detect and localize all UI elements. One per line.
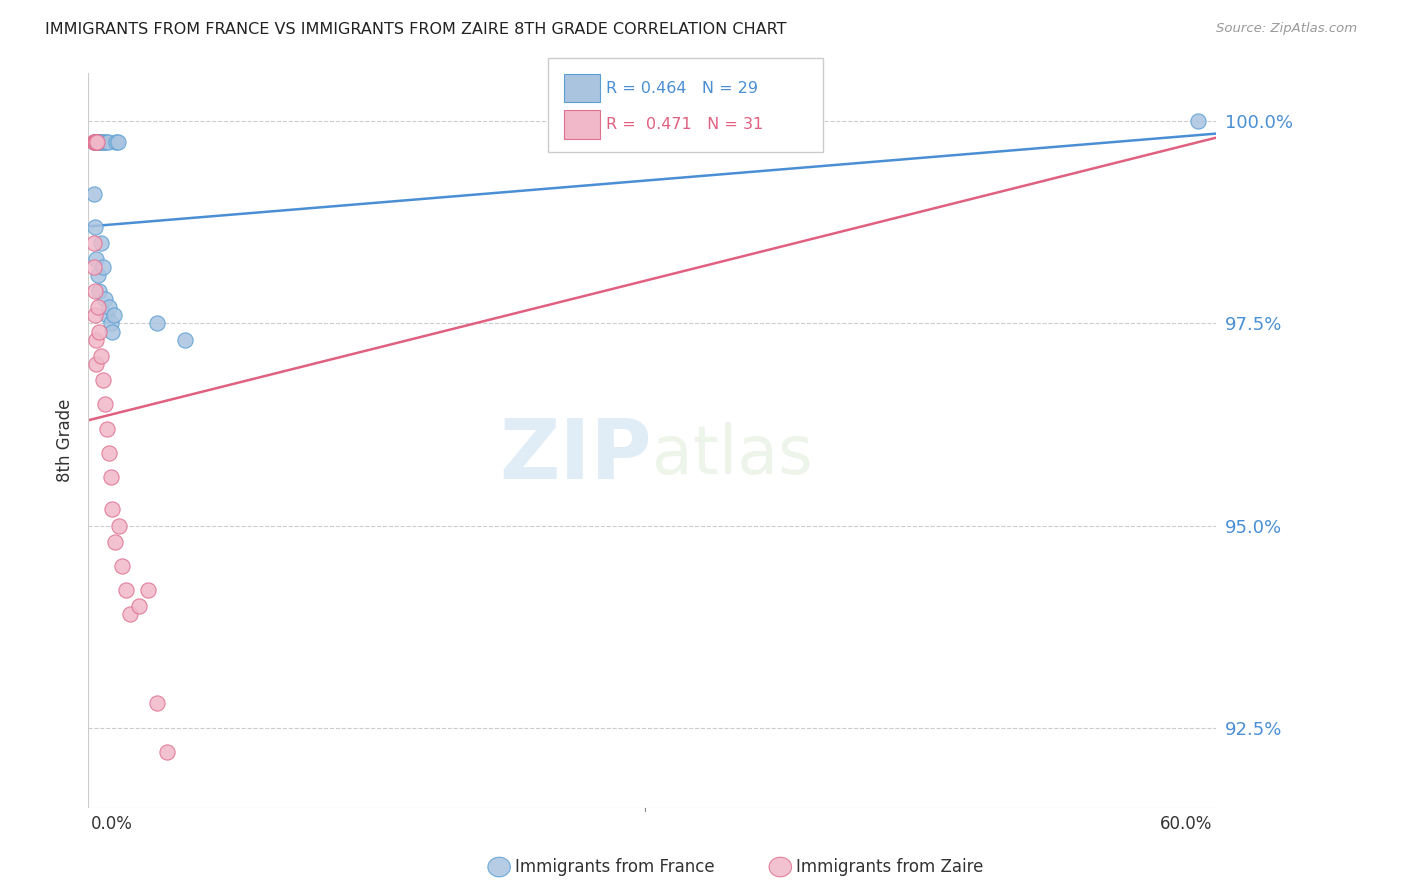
- Point: [94, 397, 117, 411]
- Point: [93, 135, 115, 149]
- Point: [86, 135, 108, 149]
- Point: [97, 135, 120, 149]
- Point: [89, 284, 111, 298]
- Text: IMMIGRANTS FROM FRANCE VS IMMIGRANTS FROM ZAIRE 8TH GRADE CORRELATION CHART: IMMIGRANTS FROM FRANCE VS IMMIGRANTS FRO…: [45, 22, 786, 37]
- Point: [100, 470, 122, 484]
- Point: [86, 135, 108, 149]
- Point: [91, 373, 114, 387]
- Text: 0.0%: 0.0%: [91, 814, 134, 833]
- Point: [100, 317, 122, 331]
- Point: [89, 135, 111, 149]
- Point: [86, 135, 108, 149]
- Point: [91, 260, 114, 274]
- Point: [107, 135, 129, 149]
- Point: [101, 502, 124, 516]
- Point: [96, 421, 118, 435]
- Point: [91, 135, 114, 149]
- Point: [86, 301, 108, 315]
- Point: [104, 534, 127, 549]
- Point: [83, 260, 105, 274]
- Point: [97, 446, 120, 460]
- Point: [83, 187, 105, 202]
- Point: [90, 349, 112, 363]
- Text: 8th Grade: 8th Grade: [56, 399, 75, 483]
- Point: [87, 135, 110, 149]
- Point: [86, 135, 108, 149]
- Point: [103, 309, 125, 323]
- Point: [89, 325, 111, 339]
- Point: [83, 135, 105, 149]
- Text: atlas: atlas: [652, 423, 813, 489]
- Text: Source: ZipAtlas.com: Source: ZipAtlas.com: [1216, 22, 1357, 36]
- Point: [83, 135, 105, 149]
- Text: Immigrants from Zaire: Immigrants from Zaire: [796, 858, 983, 876]
- Point: [108, 518, 131, 533]
- Point: [83, 135, 105, 149]
- Point: [84, 135, 107, 149]
- Point: [174, 333, 197, 347]
- Point: [84, 309, 107, 323]
- Point: [115, 583, 138, 598]
- Point: [84, 252, 107, 266]
- Point: [84, 333, 107, 347]
- Point: [83, 135, 105, 149]
- Point: [94, 292, 117, 306]
- Point: [1187, 114, 1209, 128]
- Point: [97, 301, 120, 315]
- Point: [83, 284, 105, 298]
- Point: [83, 235, 105, 250]
- Point: [83, 135, 105, 149]
- Point: [118, 607, 141, 622]
- Text: R =  0.471   N = 31: R = 0.471 N = 31: [606, 117, 763, 132]
- Point: [111, 558, 134, 573]
- Point: [136, 583, 159, 598]
- Point: [83, 219, 105, 234]
- Point: [128, 599, 150, 614]
- Point: [84, 135, 107, 149]
- Point: [156, 745, 179, 759]
- Point: [146, 317, 169, 331]
- Point: [86, 268, 108, 282]
- Point: [101, 325, 124, 339]
- Point: [90, 235, 112, 250]
- Point: [146, 696, 169, 710]
- Text: Immigrants from France: Immigrants from France: [515, 858, 714, 876]
- Text: ZIP: ZIP: [499, 415, 652, 496]
- Text: 60.0%: 60.0%: [1160, 814, 1212, 833]
- Point: [105, 135, 128, 149]
- Point: [84, 135, 107, 149]
- Point: [94, 135, 117, 149]
- Point: [96, 309, 118, 323]
- Text: R = 0.464   N = 29: R = 0.464 N = 29: [606, 80, 758, 95]
- Point: [86, 357, 108, 371]
